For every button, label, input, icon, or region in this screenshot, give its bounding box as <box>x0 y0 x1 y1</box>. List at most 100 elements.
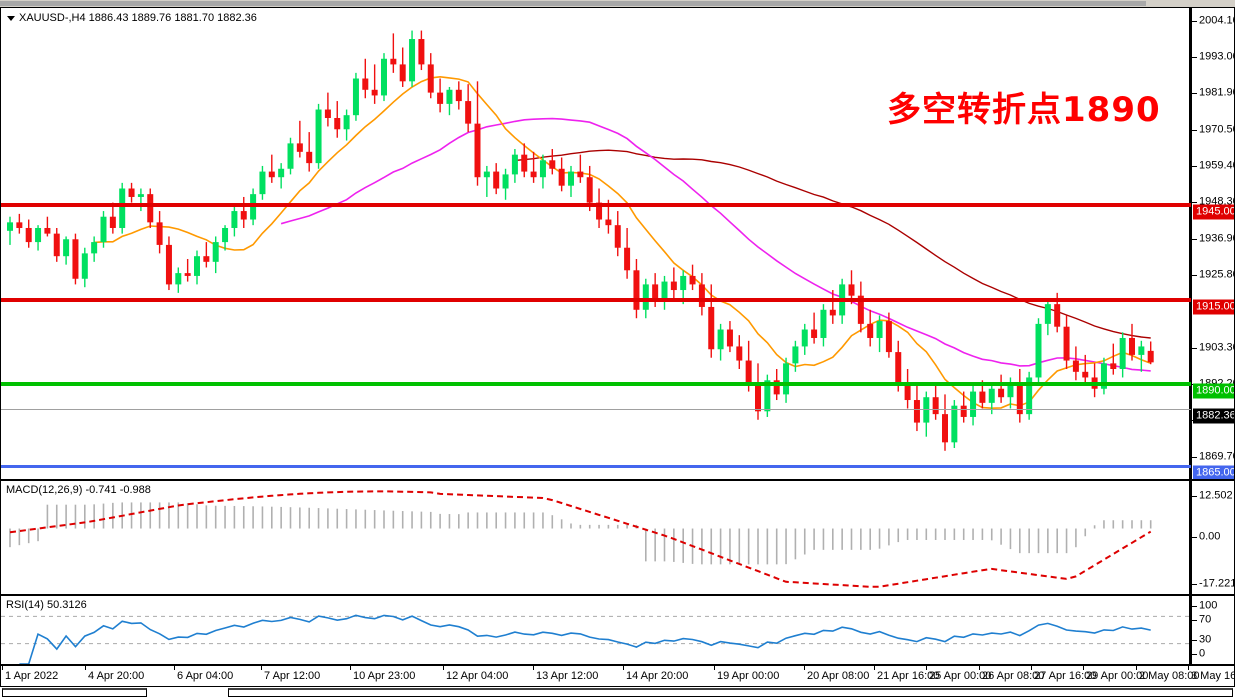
rsi-label: RSI(14) 50.3126 <box>6 599 87 611</box>
candlestick <box>1082 354 1089 386</box>
time-tick <box>2 666 3 670</box>
candlestick <box>175 267 182 293</box>
candlestick <box>25 219 32 248</box>
level-line-resistance-1945[interactable] <box>1 203 1191 207</box>
taskbar-window-right[interactable] <box>228 688 1233 697</box>
price-badge-1882-36[interactable]: 1882.36 <box>1193 408 1234 424</box>
candlestick <box>296 120 303 158</box>
candlestick <box>539 154 546 189</box>
macd-signal-line <box>9 490 1152 588</box>
candlestick <box>876 315 883 353</box>
time-axis-label: 6 Apr 04:00 <box>177 670 234 682</box>
price-axis[interactable]: 2004.10 1993.00 1981.90 1970.50 1959.40 1948.… <box>1190 7 1235 480</box>
axis-tick <box>1192 239 1197 240</box>
axis-tick <box>1192 496 1197 497</box>
candlestick <box>390 33 397 73</box>
axis-tick-label: 1925.80 <box>1199 268 1235 281</box>
candlestick <box>792 340 799 372</box>
time-axis[interactable]: 1 Apr 2022 4 Apr 20:00 6 Apr 04:00 7 Apr 12… <box>0 665 1235 687</box>
price-badge-1890-00[interactable]: 1890.00 <box>1193 383 1234 399</box>
macd-plot-svg <box>9 490 1152 588</box>
candlestick <box>446 86 453 116</box>
time-tick <box>714 666 715 670</box>
macd-pane[interactable]: MACD(12,26,9) -0.741 -0.988 <box>0 480 1190 595</box>
candlestick <box>717 323 724 361</box>
candlestick <box>549 149 556 175</box>
candlestick <box>381 53 387 102</box>
rsi-axis[interactable]: 100 70 30 0 <box>1190 595 1235 665</box>
candlestick <box>427 53 434 99</box>
axis-tick <box>1192 584 1197 585</box>
time-axis-label: 27 Apr 16:00 <box>1034 670 1097 682</box>
axis-tick-label: 1981.90 <box>1199 86 1235 99</box>
candlestick <box>698 273 705 316</box>
candlestick <box>951 400 958 448</box>
axis-tick-label: 2004.10 <box>1199 14 1235 27</box>
candlestick <box>362 58 369 99</box>
candlestick <box>418 30 425 71</box>
candlestick <box>689 264 696 291</box>
candlestick <box>1035 318 1042 384</box>
price-badge-1945-00[interactable]: 1945.00 <box>1193 204 1234 220</box>
level-line-support-1865[interactable] <box>1 464 1191 468</box>
axis-tick-label: 0 <box>1199 647 1206 660</box>
axis-tick-label: 1959.40 <box>1199 159 1235 172</box>
candlestick <box>867 309 874 347</box>
candlestick <box>474 81 481 186</box>
candlestick <box>156 211 163 254</box>
time-axis-label: 7 Apr 12:00 <box>264 670 321 682</box>
candlestick <box>661 275 668 310</box>
time-axis-label: 19 Apr 00:00 <box>717 670 780 682</box>
scrollbar-thumb[interactable] <box>0 1 1146 6</box>
candlestick <box>268 154 275 183</box>
price-badge-1915-00[interactable]: 1915.00 <box>1193 299 1234 315</box>
candlestick <box>137 188 144 212</box>
axis-tick-label: -17.221 <box>1199 577 1235 590</box>
candlestick <box>801 323 808 355</box>
candlestick <box>530 151 537 183</box>
candlestick <box>222 225 229 251</box>
candlestick <box>998 374 1005 403</box>
time-axis-label: 26 Apr 08:00 <box>982 670 1045 682</box>
level-line-resistance-1915[interactable] <box>1 298 1191 302</box>
candlestick <box>913 385 920 432</box>
axis-tick <box>1192 21 1197 22</box>
taskbar-window-left[interactable] <box>2 688 147 697</box>
time-tick <box>1031 666 1032 670</box>
time-axis-label: 29 Apr 00:00 <box>1086 670 1149 682</box>
candlestick <box>343 109 350 141</box>
price-chart-pane[interactable]: XAUUSD-,H4 1886.43 1889.76 1881.70 1882.… <box>0 7 1191 480</box>
candlestick <box>287 137 294 175</box>
rsi-plot-svg <box>1 614 1189 664</box>
candlestick <box>81 247 88 288</box>
candlestick <box>568 165 574 197</box>
candlestick <box>942 394 948 451</box>
candlestick <box>1147 341 1154 365</box>
symbol-header[interactable]: XAUUSD-,H4 1886.43 1889.76 1881.70 1882.… <box>7 12 257 24</box>
candlestick <box>511 149 518 183</box>
candlestick <box>970 385 977 426</box>
axis-tick-label: 12.502 <box>1199 489 1233 502</box>
candlestick <box>483 165 490 197</box>
candlestick <box>1129 323 1135 361</box>
macd-axis[interactable]: 12.502 0.00 -17.221 <box>1190 480 1235 595</box>
chevron-down-icon[interactable] <box>7 15 15 21</box>
candlestick <box>624 227 631 279</box>
candlestick <box>1016 369 1023 423</box>
level-line-current-price-1882[interactable] <box>1 408 1191 410</box>
time-tick <box>1083 666 1084 670</box>
candlestick <box>820 304 827 347</box>
candlestick <box>334 101 341 138</box>
time-tick <box>623 666 624 670</box>
axis-tick-label: 1936.90 <box>1199 232 1235 245</box>
axis-tick-label: 70 <box>1199 613 1212 626</box>
candlestick <box>240 196 247 228</box>
axis-tick-label: 1903.30 <box>1199 341 1235 354</box>
price-badge-1865-00[interactable]: 1865.00 <box>1193 465 1234 479</box>
axis-tick <box>1192 620 1197 621</box>
rsi-pane[interactable]: RSI(14) 50.3126 <box>0 595 1190 665</box>
candlestick <box>1119 332 1126 378</box>
time-axis-label: 20 Apr 08:00 <box>807 670 870 682</box>
level-line-pivot-1890[interactable] <box>1 382 1191 386</box>
